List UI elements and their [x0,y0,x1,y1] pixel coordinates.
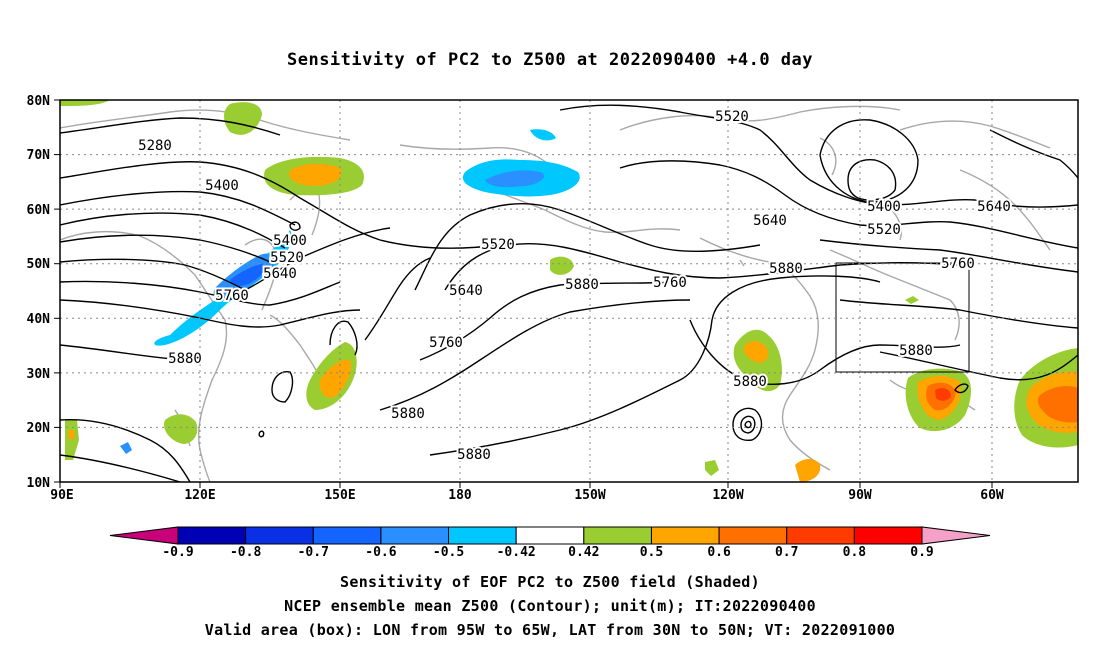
latitude-labels: 80N 70N 60N 50N 40N 30N 20N 10N [27,94,51,491]
contour-label: 5880 [769,261,803,277]
colorbar-swatch [515,526,585,545]
lat-label: 70N [27,148,51,163]
lon-label: 150W [574,488,605,503]
z500-contours [60,104,1078,482]
colorbar-swatch [448,526,517,545]
contour-label: 5880 [168,351,202,367]
contour-label: 5880 [733,374,767,390]
contour-label: 5640 [263,266,297,282]
longitude-labels: 90E 120E 150E 180 150W 120W 90W 60W [50,488,1004,503]
lat-label: 60N [27,203,51,218]
contour-label: 5400 [205,178,239,194]
colorbar-tick-label: 0.8 [842,545,867,560]
colorbar-tick-label: 0.6 [707,545,731,560]
valid-area-box [835,262,970,373]
colorbar-swatch [650,526,720,545]
colorbar-over-triangle [921,526,991,545]
contour-label: 5880 [899,343,933,359]
caption-line-3: Valid area (box): LON from 95W to 65W, L… [204,621,896,639]
colorbar-tick-label: -0.9 [162,545,194,560]
contour-label: 5760 [941,256,975,272]
colorbar-tick-label: 0.7 [774,545,799,560]
contour-label: 5880 [391,406,425,422]
contour-label: 5880 [457,447,491,463]
colorbar-swatch [380,526,450,545]
contour-label: 5400 [867,199,901,215]
colorbar-tick-label: -0.42 [496,545,536,560]
lon-label: 180 [448,488,472,503]
contour-label: 5760 [215,288,249,304]
colorbar-swatch [786,526,855,545]
lon-label: 120W [712,488,743,503]
colorbar-swatch [853,526,923,545]
lon-label: 150E [324,488,355,503]
lat-label: 50N [27,257,51,272]
caption-line-2: NCEP ensemble mean Z500 (Contour); unit(… [284,597,816,615]
colorbar-swatch [177,526,247,545]
lat-label: 10N [27,476,51,491]
axis-ticks [54,99,993,488]
contour-label: 5280 [138,138,172,154]
lat-label: 80N [27,94,51,109]
contour-label: 5760 [429,335,463,351]
lon-label: 60W [980,488,1004,503]
plot-frame [59,99,1079,483]
contour-label: 5640 [449,283,483,299]
colorbar-tick-label: 0.9 [910,545,934,560]
colorbar-swatch [583,526,652,545]
lat-label: 40N [27,312,51,327]
colorbar-swatch [245,526,314,545]
contour-label: 5520 [481,237,515,253]
contour-label: 5760 [653,275,687,291]
contour-label: 5520 [867,222,901,238]
lon-label: 120E [184,488,215,503]
contour-label: 5520 [715,109,749,125]
lat-label: 20N [27,421,51,436]
colorbar-under-triangle [109,526,179,545]
contour-label: 5640 [753,213,787,229]
grid-lines [60,100,1078,482]
contour-label: 5880 [565,277,599,293]
contour-label: 5640 [977,199,1011,215]
colorbar-tick-label: -0.5 [432,545,465,560]
colorbar-tick-label: -0.8 [229,545,262,560]
contour-label: 5400 [273,233,307,249]
lat-label: 30N [27,367,51,382]
colorbar-tick-label: -0.7 [297,545,329,560]
colorbar-tick-label: -0.6 [365,545,397,560]
colorbar-swatch [718,526,788,545]
contour-label: 5520 [270,250,304,266]
colorbar-tick-label: 0.5 [639,545,664,560]
colorbar [109,526,991,545]
lon-label: 90E [50,488,73,503]
sensitivity-shading [60,100,1078,482]
colorbar-tick-label: 0.42 [568,545,600,560]
map-title: Sensitivity of PC2 to Z500 at 2022090400… [286,50,813,70]
contour-labels: 5280 5400 5400 5520 5640 5760 5880 5520 … [136,107,1013,465]
colorbar-swatch [312,526,382,545]
caption-line-1: Sensitivity of EOF PC2 to Z500 field (Sh… [340,573,760,591]
lon-label: 90W [848,488,872,503]
